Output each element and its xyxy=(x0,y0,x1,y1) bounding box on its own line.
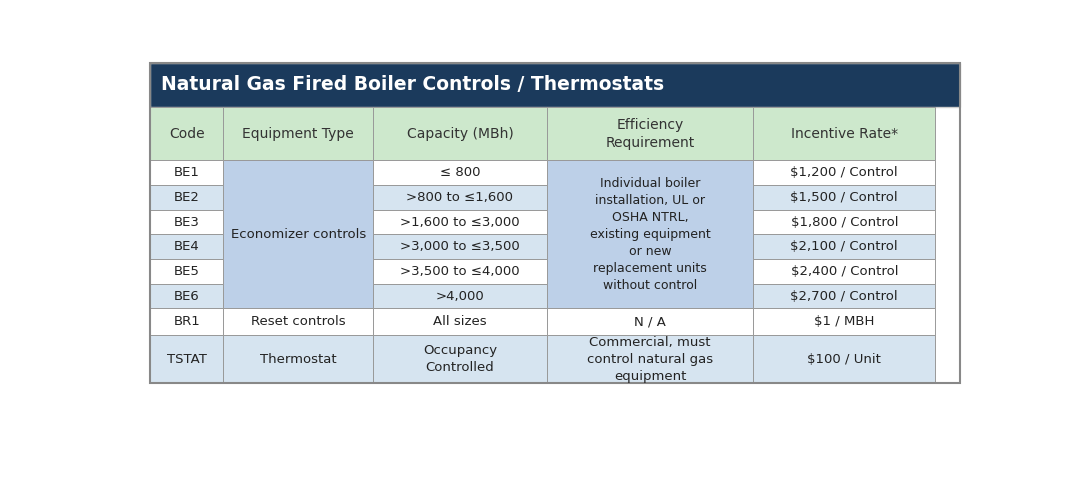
Bar xyxy=(754,161,936,185)
Text: BE5: BE5 xyxy=(174,265,200,278)
Text: >800 to ≤1,600: >800 to ≤1,600 xyxy=(406,191,513,204)
Text: Equipment Type: Equipment Type xyxy=(243,127,354,141)
Text: Occupancy
Controlled: Occupancy Controlled xyxy=(422,344,497,374)
Bar xyxy=(547,335,754,383)
Bar xyxy=(373,234,547,259)
Bar xyxy=(151,284,223,308)
Text: BE4: BE4 xyxy=(174,240,199,253)
Text: $100 / Unit: $100 / Unit xyxy=(807,353,882,366)
Bar xyxy=(754,259,936,284)
Bar xyxy=(373,107,547,161)
Text: BE2: BE2 xyxy=(174,191,200,204)
Bar xyxy=(151,161,223,185)
Bar xyxy=(373,210,547,234)
Text: Thermostat: Thermostat xyxy=(260,353,337,366)
Text: $1,500 / Control: $1,500 / Control xyxy=(791,191,898,204)
Text: $1 / MBH: $1 / MBH xyxy=(814,315,874,328)
Text: BR1: BR1 xyxy=(173,315,200,328)
Bar xyxy=(547,161,754,308)
Text: N / A: N / A xyxy=(635,315,666,328)
Bar xyxy=(223,335,373,383)
Bar xyxy=(223,107,373,161)
Bar xyxy=(223,308,373,335)
Bar xyxy=(373,335,547,383)
Text: Economizer controls: Economizer controls xyxy=(231,228,366,241)
Bar xyxy=(754,185,936,210)
Bar xyxy=(151,185,223,210)
Text: Individual boiler
installation, UL or
OSHA NTRL,
existing equipment
or new
repla: Individual boiler installation, UL or OS… xyxy=(590,177,710,292)
Bar xyxy=(373,161,547,185)
Text: BE3: BE3 xyxy=(174,216,200,228)
Text: $2,700 / Control: $2,700 / Control xyxy=(791,290,898,303)
Bar xyxy=(151,234,223,259)
Text: TSTAT: TSTAT xyxy=(167,353,207,366)
Text: ≤ 800: ≤ 800 xyxy=(440,166,480,179)
Bar xyxy=(151,259,223,284)
Bar xyxy=(223,161,373,308)
Bar xyxy=(754,107,936,161)
Text: All sizes: All sizes xyxy=(433,315,486,328)
Bar xyxy=(151,63,960,383)
Text: Capacity (MBh): Capacity (MBh) xyxy=(406,127,513,141)
Text: >1,600 to ≤3,000: >1,600 to ≤3,000 xyxy=(400,216,520,228)
Bar xyxy=(754,234,936,259)
Text: $1,200 / Control: $1,200 / Control xyxy=(791,166,898,179)
Text: >3,500 to ≤4,000: >3,500 to ≤4,000 xyxy=(400,265,520,278)
Text: BE6: BE6 xyxy=(174,290,199,303)
Bar xyxy=(151,210,223,234)
Bar xyxy=(373,284,547,308)
Text: $1,800 / Control: $1,800 / Control xyxy=(791,216,898,228)
Text: >4,000: >4,000 xyxy=(435,290,484,303)
Text: $2,400 / Control: $2,400 / Control xyxy=(791,265,898,278)
Bar xyxy=(754,335,936,383)
Bar xyxy=(373,259,547,284)
Bar xyxy=(754,210,936,234)
Bar xyxy=(547,308,754,335)
Text: Reset controls: Reset controls xyxy=(251,315,345,328)
Text: $2,100 / Control: $2,100 / Control xyxy=(791,240,898,253)
Bar xyxy=(151,335,223,383)
Bar xyxy=(754,284,936,308)
Text: Incentive Rate*: Incentive Rate* xyxy=(791,127,898,141)
Text: Commercial, must
control natural gas
equipment: Commercial, must control natural gas equ… xyxy=(587,336,714,383)
Bar xyxy=(547,107,754,161)
Bar xyxy=(373,185,547,210)
Bar xyxy=(151,308,223,335)
Text: Natural Gas Fired Boiler Controls / Thermostats: Natural Gas Fired Boiler Controls / Ther… xyxy=(160,76,664,95)
Text: >3,000 to ≤3,500: >3,000 to ≤3,500 xyxy=(400,240,520,253)
Bar xyxy=(151,107,223,161)
Bar xyxy=(754,308,936,335)
Text: BE1: BE1 xyxy=(174,166,200,179)
Text: Code: Code xyxy=(169,127,205,141)
Text: Efficiency
Requirement: Efficiency Requirement xyxy=(605,118,694,150)
Bar xyxy=(373,308,547,335)
Bar xyxy=(151,63,960,107)
